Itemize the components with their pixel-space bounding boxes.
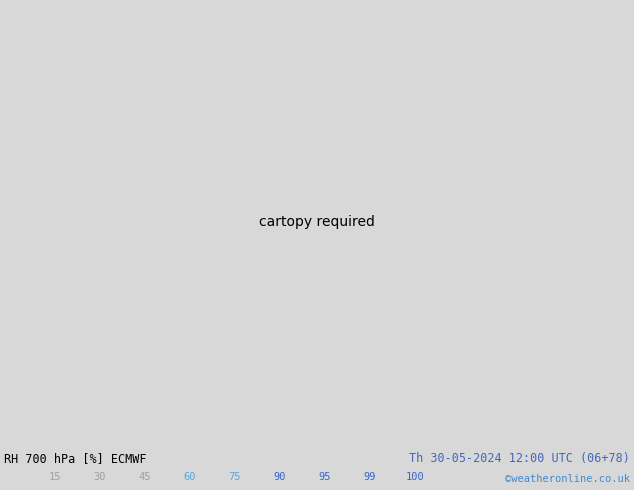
Text: Th 30-05-2024 12:00 UTC (06+78): Th 30-05-2024 12:00 UTC (06+78) xyxy=(409,452,630,465)
Text: ©weatheronline.co.uk: ©weatheronline.co.uk xyxy=(505,474,630,484)
Text: cartopy required: cartopy required xyxy=(259,215,375,229)
Text: 100: 100 xyxy=(406,472,424,482)
Text: 60: 60 xyxy=(184,472,197,482)
Text: 15: 15 xyxy=(49,472,61,482)
Text: 45: 45 xyxy=(139,472,152,482)
Text: 75: 75 xyxy=(229,472,242,482)
Text: 99: 99 xyxy=(364,472,376,482)
Text: 90: 90 xyxy=(274,472,286,482)
Text: RH 700 hPa [%] ECMWF: RH 700 hPa [%] ECMWF xyxy=(4,452,146,465)
Text: 30: 30 xyxy=(94,472,107,482)
Text: 95: 95 xyxy=(319,472,331,482)
